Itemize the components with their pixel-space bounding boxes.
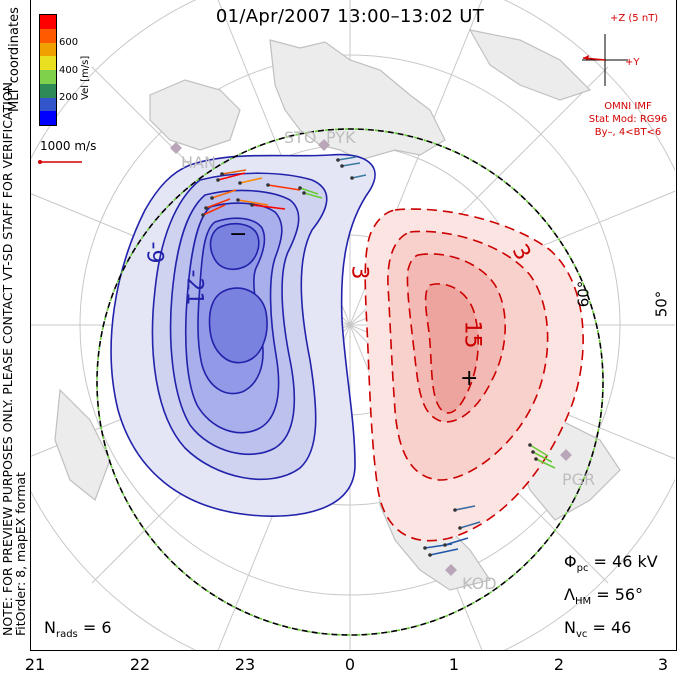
vector: [221, 169, 247, 175]
colorbar-tick-600: 600: [59, 37, 79, 48]
station-sto: STO: [284, 128, 317, 147]
latitude-label-50: 50°: [652, 290, 671, 318]
vector: [251, 204, 286, 210]
latitude-label-60: 60°: [574, 280, 593, 308]
vector: [351, 174, 367, 179]
station-pyk: PYK: [326, 128, 356, 147]
vector: [444, 537, 469, 546]
vector: [239, 177, 263, 184]
colorbar-tick-200: 200: [59, 92, 79, 103]
vector: [202, 204, 226, 216]
vector: [535, 458, 556, 469]
hm-boundary-latitude: ΛHM = 56°: [564, 585, 644, 608]
vector: [459, 521, 481, 529]
plot-title: 01/Apr/2007 13:00–13:02 UT: [215, 6, 485, 27]
station-pgr: PGR: [562, 470, 596, 489]
station-kod: KOD: [462, 574, 497, 593]
contour-label-pos-3-a: 3: [346, 265, 372, 280]
imf-source: OMNI IMF: [604, 101, 652, 112]
vector: [205, 198, 231, 209]
mlt-tick-3: 3: [657, 655, 669, 674]
contour-label-pos-15: 15: [459, 320, 485, 349]
fitorder-note: FitOrder: 8, mapEX format: [13, 472, 28, 636]
imf-z-label: +Z (5 nT): [610, 13, 659, 24]
vector: [429, 548, 459, 556]
stat-model: Stat Mod: RG96: [588, 114, 668, 125]
radar-site-markers: [170, 139, 572, 576]
imf-y-label: +Y: [625, 57, 640, 68]
colorbar-tick-400: 400: [59, 65, 79, 76]
vector: [211, 189, 237, 199]
plot-frame: [30, 0, 677, 651]
velocity-vectors: [202, 156, 556, 556]
mlt-tick-2: 2: [553, 655, 565, 674]
vector: [303, 192, 323, 199]
station-han: HAN: [181, 153, 216, 172]
contour-label-neg-9: -9: [141, 241, 167, 264]
vector: [217, 172, 246, 181]
vector: [337, 156, 357, 161]
negative-cell: [110, 153, 376, 517]
mlt-tick-1: 1: [448, 655, 460, 674]
max-potential-marker: +: [460, 366, 479, 391]
mlt-tick-23: 23: [234, 655, 256, 674]
positive-cell: [364, 208, 584, 542]
imf-conditions: By–, 4<BT<6: [594, 127, 662, 138]
vector-scale-arrow: [38, 160, 82, 164]
colorbar-unit-label: Vel [m/s]: [80, 55, 91, 100]
min-potential-marker: −: [229, 222, 248, 247]
vector-origins: [201, 158, 538, 557]
vector-scale-label: 1000 m/s: [40, 139, 97, 153]
vector: [299, 187, 319, 195]
radar-count: Nrads = 6: [44, 618, 112, 641]
vector: [529, 444, 549, 457]
cross-polar-potential: Φpc = 46 kV: [564, 552, 658, 575]
vector-count: Nvc = 46: [564, 618, 632, 641]
mlt-tick-22: 22: [129, 655, 151, 674]
vector: [532, 451, 553, 463]
vector: [267, 184, 301, 191]
vector: [454, 505, 476, 511]
vector: [237, 199, 269, 206]
imf-clock-dial: [582, 34, 628, 86]
mlt-tick-21: 21: [24, 655, 46, 674]
contour-label-neg-21: -21: [181, 269, 207, 306]
vector: [341, 162, 361, 167]
velocity-colorbar: [39, 14, 57, 126]
mlt-tick-0: 0: [344, 655, 356, 674]
